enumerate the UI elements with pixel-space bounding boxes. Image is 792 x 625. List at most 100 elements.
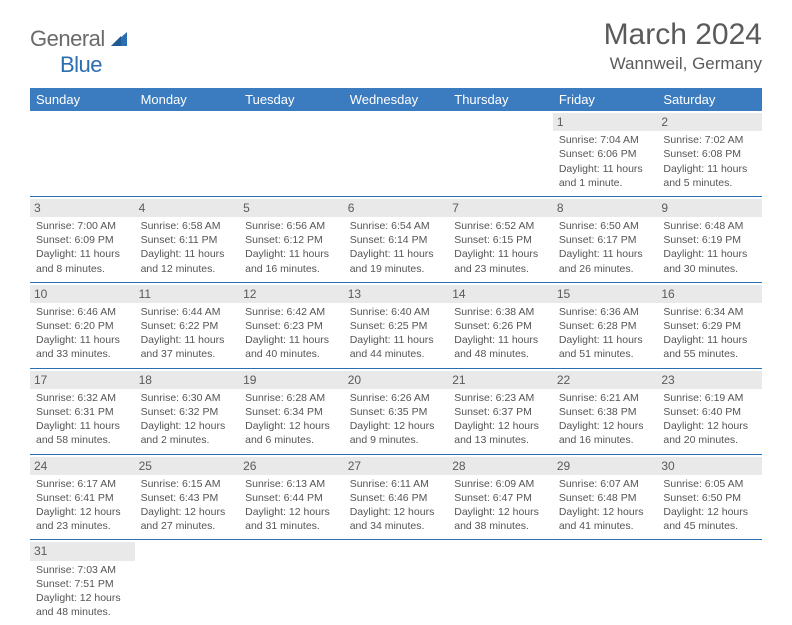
daylight-text: Daylight: 12 hours and 6 minutes. — [245, 419, 338, 447]
calendar-cell: 9Sunrise: 6:48 AMSunset: 6:19 PMDaylight… — [657, 196, 762, 282]
daylight-text: Daylight: 11 hours and 26 minutes. — [559, 247, 652, 275]
calendar-cell: 4Sunrise: 6:58 AMSunset: 6:11 PMDaylight… — [135, 196, 240, 282]
sunset-text: Sunset: 6:47 PM — [454, 491, 547, 505]
calendar-cell: 17Sunrise: 6:32 AMSunset: 6:31 PMDayligh… — [30, 368, 135, 454]
sunset-text: Sunset: 6:40 PM — [663, 405, 756, 419]
calendar-week: 17Sunrise: 6:32 AMSunset: 6:31 PMDayligh… — [30, 368, 762, 454]
day-header: Monday — [135, 88, 240, 111]
calendar-cell: 5Sunrise: 6:56 AMSunset: 6:12 PMDaylight… — [239, 196, 344, 282]
sunrise-text: Sunrise: 6:26 AM — [350, 391, 443, 405]
daylight-text: Daylight: 12 hours and 48 minutes. — [36, 591, 129, 619]
calendar-cell — [135, 540, 240, 625]
daylight-text: Daylight: 12 hours and 13 minutes. — [454, 419, 547, 447]
day-number: 7 — [448, 199, 553, 217]
day-header: Thursday — [448, 88, 553, 111]
daylight-text: Daylight: 12 hours and 41 minutes. — [559, 505, 652, 533]
sunrise-text: Sunrise: 7:00 AM — [36, 219, 129, 233]
calendar-body: 1 Sunrise: 7:04 AMSunset: 6:06 PM Daylight… — [30, 111, 762, 625]
sunset-text: Sunset: 6:38 PM — [559, 405, 652, 419]
day-header: Wednesday — [344, 88, 449, 111]
sunrise-text: Sunrise: 6:44 AM — [141, 305, 234, 319]
sunset-text: Sunset: 6:48 PM — [559, 491, 652, 505]
day-number: 24 — [30, 457, 135, 475]
daylight-text: Daylight: 12 hours and 20 minutes. — [663, 419, 756, 447]
daylight-text: Daylight: 11 hours and 51 minutes. — [559, 333, 652, 361]
daylight-text: Daylight: 11 hours and 58 minutes. — [36, 419, 129, 447]
calendar-cell: 22Sunrise: 6:21 AMSunset: 6:38 PMDayligh… — [553, 368, 658, 454]
sunrise-text: Sunrise: 6:15 AM — [141, 477, 234, 491]
sunset-text: Sunset: 6:06 PM — [559, 147, 652, 161]
sunrise-text: Sunrise: 6:38 AM — [454, 305, 547, 319]
day-number: 27 — [344, 457, 449, 475]
calendar-cell: 26Sunrise: 6:13 AMSunset: 6:44 PMDayligh… — [239, 454, 344, 540]
sunrise-text: Sunrise: 6:36 AM — [559, 305, 652, 319]
calendar-cell: 31Sunrise: 7:03 AMSunset: 7:51 PMDayligh… — [30, 540, 135, 625]
calendar-week: 3Sunrise: 7:00 AMSunset: 6:09 PMDaylight… — [30, 196, 762, 282]
day-header: Saturday — [657, 88, 762, 111]
sunset-text: Sunset: 6:19 PM — [663, 233, 756, 247]
calendar-cell: 16Sunrise: 6:34 AMSunset: 6:29 PMDayligh… — [657, 282, 762, 368]
daylight-text: Daylight: 11 hours and 37 minutes. — [141, 333, 234, 361]
sunrise-text: Sunrise: 7:04 AM — [559, 133, 652, 147]
brand-word-2: Blue — [60, 52, 102, 77]
sunset-text: Sunset: 6:15 PM — [454, 233, 547, 247]
calendar-cell — [344, 111, 449, 196]
day-number: 20 — [344, 371, 449, 389]
day-number: 2 — [657, 113, 762, 131]
day-number: 1 — [553, 113, 658, 131]
daylight-text: Daylight: 11 hours and 23 minutes. — [454, 247, 547, 275]
day-number: 31 — [30, 542, 135, 560]
sunset-text: Sunset: 6:46 PM — [350, 491, 443, 505]
calendar-cell — [239, 540, 344, 625]
day-number: 10 — [30, 285, 135, 303]
month-title: March 2024 — [604, 18, 762, 52]
calendar-cell: 19Sunrise: 6:28 AMSunset: 6:34 PMDayligh… — [239, 368, 344, 454]
daylight-text: Daylight: 11 hours and 33 minutes. — [36, 333, 129, 361]
sunrise-text: Sunrise: 6:56 AM — [245, 219, 338, 233]
day-number: 6 — [344, 199, 449, 217]
calendar-cell: 28Sunrise: 6:09 AMSunset: 6:47 PMDayligh… — [448, 454, 553, 540]
day-number: 5 — [239, 199, 344, 217]
calendar-cell: 15Sunrise: 6:36 AMSunset: 6:28 PMDayligh… — [553, 282, 658, 368]
sunrise-text: Sunrise: 6:46 AM — [36, 305, 129, 319]
brand-word-1: General — [30, 26, 105, 52]
sunrise-text: Sunrise: 6:54 AM — [350, 219, 443, 233]
brand-sail-icon — [109, 30, 129, 48]
daylight-text: Daylight: 12 hours and 38 minutes. — [454, 505, 547, 533]
calendar-table: Sunday Monday Tuesday Wednesday Thursday… — [30, 88, 762, 625]
sunrise-text: Sunrise: 6:23 AM — [454, 391, 547, 405]
day-number: 18 — [135, 371, 240, 389]
title-block: March 2024 Wannweil, Germany — [604, 18, 762, 74]
daylight-text: Daylight: 11 hours and 30 minutes. — [663, 247, 756, 275]
daylight-text: Daylight: 11 hours and 12 minutes. — [141, 247, 234, 275]
calendar-cell — [30, 111, 135, 196]
calendar-week: 24Sunrise: 6:17 AMSunset: 6:41 PMDayligh… — [30, 454, 762, 540]
calendar-cell: 6Sunrise: 6:54 AMSunset: 6:14 PMDaylight… — [344, 196, 449, 282]
daylight-text: Daylight: 11 hours and 5 minutes. — [663, 162, 756, 190]
sunset-text: Sunset: 6:12 PM — [245, 233, 338, 247]
day-number: 9 — [657, 199, 762, 217]
calendar-cell — [344, 540, 449, 625]
sunset-text: Sunset: 6:44 PM — [245, 491, 338, 505]
sunrise-text: Sunrise: 6:05 AM — [663, 477, 756, 491]
sunset-text: Sunset: 6:29 PM — [663, 319, 756, 333]
sunset-text: Sunset: 6:17 PM — [559, 233, 652, 247]
daylight-text: Daylight: 11 hours and 55 minutes. — [663, 333, 756, 361]
daylight-text: Daylight: 12 hours and 16 minutes. — [559, 419, 652, 447]
sunset-text: Sunset: 6:50 PM — [663, 491, 756, 505]
sunset-text: Sunset: 6:22 PM — [141, 319, 234, 333]
sunrise-text: Sunrise: 6:11 AM — [350, 477, 443, 491]
day-number: 30 — [657, 457, 762, 475]
calendar-cell — [553, 540, 658, 625]
sunset-text: Sunset: 6:34 PM — [245, 405, 338, 419]
sunset-text: Sunset: 6:37 PM — [454, 405, 547, 419]
calendar-cell — [448, 540, 553, 625]
calendar-cell: 27Sunrise: 6:11 AMSunset: 6:46 PMDayligh… — [344, 454, 449, 540]
calendar-cell: 3Sunrise: 7:00 AMSunset: 6:09 PMDaylight… — [30, 196, 135, 282]
calendar-cell: 13Sunrise: 6:40 AMSunset: 6:25 PMDayligh… — [344, 282, 449, 368]
day-number: 14 — [448, 285, 553, 303]
calendar-cell: 21Sunrise: 6:23 AMSunset: 6:37 PMDayligh… — [448, 368, 553, 454]
calendar-cell: 8Sunrise: 6:50 AMSunset: 6:17 PMDaylight… — [553, 196, 658, 282]
sunrise-text: Sunrise: 6:40 AM — [350, 305, 443, 319]
daylight-text: Daylight: 11 hours and 19 minutes. — [350, 247, 443, 275]
